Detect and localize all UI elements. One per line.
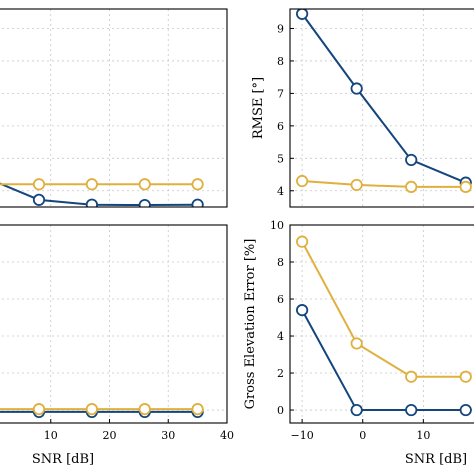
- series-line-blue: [301, 13, 467, 184]
- data-point-gold: [32, 403, 46, 416]
- series-group: [296, 235, 472, 417]
- data-point-blue: [32, 193, 46, 206]
- data-point-gold: [138, 178, 151, 191]
- axes-frame: [289, 8, 474, 208]
- data-point-blue: [350, 403, 363, 417]
- axes-frame: [289, 224, 474, 424]
- data-point-gold: [191, 178, 204, 191]
- data-point-blue: [405, 403, 418, 417]
- series-line-gold: [302, 180, 466, 188]
- y-tick-label: 9: [277, 22, 284, 35]
- data-point-blue: [85, 198, 98, 207]
- x-axis-label: SNR [dB]: [405, 452, 467, 467]
- y-tick-label: 6: [277, 293, 284, 306]
- y-axis-label: RMSE [°]: [251, 77, 266, 139]
- grid-lines: [290, 9, 474, 207]
- y-tick-label: 8: [277, 256, 284, 269]
- data-point-blue: [405, 153, 418, 167]
- x-tick-label: 40: [220, 429, 234, 442]
- grid-lines: [0, 9, 227, 207]
- data-point-gold: [85, 403, 98, 416]
- x-tick-label: 10: [44, 429, 58, 442]
- x-tick-label: 30: [161, 429, 175, 442]
- chart-top-right: 4 5 6 7 8 9 RMSE [°]: [251, 8, 474, 208]
- grid-lines: [0, 224, 227, 423]
- data-point-blue: [459, 403, 472, 417]
- series-line-blue: [301, 309, 466, 412]
- data-point-blue: [350, 82, 363, 95]
- y-tick-label: 10: [270, 219, 284, 232]
- x-tick-label: 20: [103, 429, 117, 442]
- y-tick-label: 7: [277, 87, 284, 100]
- y-tick-label: 0: [277, 404, 284, 417]
- y-tick-label: 2: [277, 367, 284, 380]
- x-axis-label: SNR [dB]: [32, 452, 94, 467]
- data-point-gold: [405, 180, 418, 193]
- data-point-gold: [350, 337, 363, 350]
- series-group: [0, 403, 204, 418]
- data-point-gold: [191, 403, 204, 416]
- data-point-gold: [296, 235, 309, 248]
- data-point-gold: [350, 178, 363, 192]
- axes-frame: [0, 224, 228, 424]
- data-point-blue: [296, 9, 309, 20]
- grid-lines: [290, 224, 474, 423]
- series-group: [0, 178, 204, 207]
- y-tick-label: 4: [277, 330, 284, 343]
- data-point-gold: [459, 180, 472, 193]
- x-tick-label: 10: [416, 429, 430, 442]
- data-point-blue: [296, 304, 309, 317]
- chart-bottom-left: 10 20 30 40 SNR [dB]: [0, 224, 234, 467]
- data-point-blue: [191, 198, 204, 207]
- data-point-gold: [405, 370, 418, 383]
- x-tick-label: 0: [359, 429, 366, 442]
- series-group: [296, 9, 472, 193]
- y-tick-label: 4: [277, 185, 284, 198]
- axes-frame: [0, 8, 228, 208]
- x-tick-label: −10: [291, 429, 314, 442]
- y-tick-label: 6: [277, 120, 284, 133]
- data-point-blue: [138, 198, 151, 207]
- data-point-gold: [32, 178, 46, 191]
- data-point-gold: [138, 403, 151, 416]
- y-tick-label: 5: [277, 152, 284, 165]
- y-tick-label: 8: [277, 55, 284, 68]
- series-line-gold: [301, 241, 466, 378]
- data-point-gold: [85, 178, 98, 191]
- data-point-gold: [296, 174, 309, 188]
- y-axis-label: Gross Elevation Error [%]: [243, 239, 258, 410]
- data-point-gold: [459, 370, 472, 383]
- chart-bottom-right: 0 2 4 6 8 10 −10 0 10 Gross Elevation Error [%] SN…: [243, 219, 474, 467]
- chart-top-left: [0, 8, 228, 208]
